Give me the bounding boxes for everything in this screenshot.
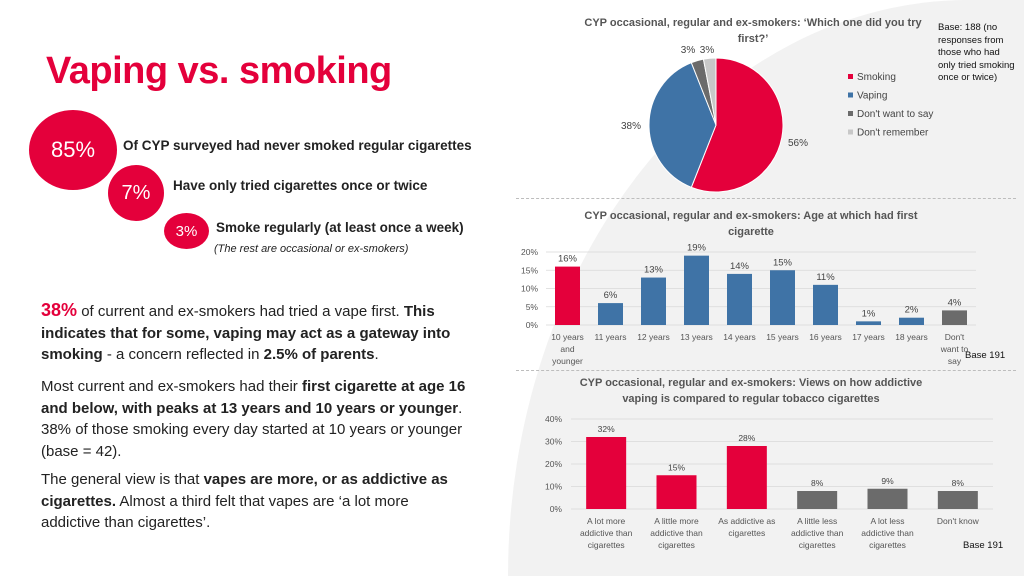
y-tick-label: 15% xyxy=(521,265,538,275)
age-chart-title: CYP occasional, regular and ex-smokers: … xyxy=(584,210,918,238)
addictive-base-note: Base 191 xyxy=(963,540,1004,551)
page-title: Vaping vs. smoking xyxy=(46,50,392,92)
gateway-text-1: of current and ex-smokers had tried a va… xyxy=(77,303,404,320)
pie-base-note: Base: 188 (no responses from those who h… xyxy=(938,22,1015,83)
paragraph-gateway: 38% of current and ex-smokers had tried … xyxy=(41,300,471,366)
stat-value-7: 7% xyxy=(121,181,151,204)
divider-2 xyxy=(516,370,1016,371)
paragraph-addictive: The general view is that vapes are more,… xyxy=(41,469,471,534)
stat-circle-7: 7% xyxy=(108,165,164,221)
addictive-text-1: The general view is that xyxy=(41,471,204,488)
addictive-text-2: Almost a third felt that vapes are ‘a lo… xyxy=(41,492,409,532)
stat-text-85: Of CYP surveyed had never smoked regular… xyxy=(123,138,472,153)
bar-data-label: 16% xyxy=(558,254,578,265)
gateway-percent: 38% xyxy=(41,300,78,320)
stat-circle-85: 85% xyxy=(29,110,117,190)
pie-chart-title: CYP occasional, regular and ex-smokers: … xyxy=(584,17,922,45)
stat-text-7: Have only tried cigarettes once or twice xyxy=(173,178,428,193)
stat-note-3: (The rest are occasional or ex-smokers) xyxy=(214,243,409,255)
pie-slice-label: 38% xyxy=(621,121,641,132)
paragraph-first-cigarette: Most current and ex-smokers had their fi… xyxy=(41,376,473,462)
gateway-text-2: - a concern reflected in xyxy=(102,346,264,363)
stat-value-85: 85% xyxy=(50,137,96,162)
first-cig-bold: first cigarette at age 16 and below, wit… xyxy=(41,378,466,417)
y-tick-label: 5% xyxy=(526,302,539,312)
gateway-bold-1: This indicates that for some, vaping may… xyxy=(41,303,451,363)
stat-text-3: Smoke regularly (at least once a week) xyxy=(216,220,464,235)
y-tick-label: 0% xyxy=(526,320,539,330)
stat-value-3: 3% xyxy=(175,222,198,240)
gateway-bold-2: 2.5% of parents xyxy=(263,346,375,363)
addictive-bold: vapes are more, or as addictive as cigar… xyxy=(41,471,448,510)
age-base-note: Base 191 xyxy=(965,350,1006,361)
y-tick-label: 20% xyxy=(521,247,538,257)
stat-circle-3: 3% xyxy=(164,213,209,249)
first-cig-text-1: Most current and ex-smokers had their xyxy=(41,378,302,395)
addictive-chart-title: CYP occasional, regular and ex-smokers: … xyxy=(579,377,923,405)
first-cig-text-2: . 38% of those smoking every day started… xyxy=(41,399,463,460)
gateway-text-3: . xyxy=(374,346,379,363)
right-panel-background xyxy=(508,0,1024,576)
divider-1 xyxy=(516,198,1016,199)
y-tick-label: 10% xyxy=(521,284,538,294)
